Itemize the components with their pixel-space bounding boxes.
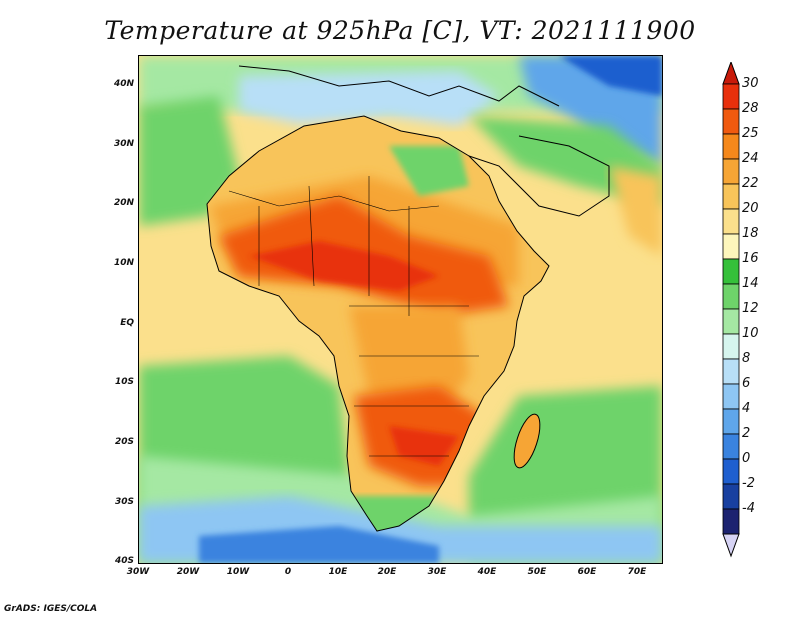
- colorbar-label: 12: [742, 301, 759, 316]
- lat-label-20s: 20S: [114, 437, 134, 447]
- lon-label-30w: 30W: [126, 567, 150, 577]
- colorbar-label: 25: [742, 126, 759, 141]
- colorbar-label: 20: [742, 201, 759, 216]
- colorbar-top-arrow: [722, 62, 740, 85]
- colorbar-box: [722, 458, 740, 485]
- colorbar-box: [722, 183, 740, 210]
- colorbar-box: [722, 258, 740, 285]
- lat-label-20n: 20N: [113, 198, 134, 208]
- colorbar-box: [722, 408, 740, 435]
- mediterranean-cool: [239, 71, 499, 126]
- colorbar-box: [722, 358, 740, 385]
- atlantic-north-green: [139, 96, 239, 226]
- colorbar-box: [722, 483, 740, 510]
- lon-label-20e: 20E: [377, 567, 397, 577]
- colorbar-label: 16: [742, 251, 759, 266]
- colorbar-label: 24: [742, 151, 759, 166]
- colorbar-box: [722, 508, 740, 535]
- lon-label-70e: 70E: [627, 567, 647, 577]
- lon-label-30e: 30E: [427, 567, 447, 577]
- lat-label-10n: 10N: [113, 258, 134, 268]
- country-borders: [228, 176, 479, 457]
- india-warm: [609, 166, 662, 256]
- map-title: Temperature at 925hPa [C], VT: 202111190…: [104, 16, 696, 45]
- colorbar-label: 2: [742, 426, 751, 441]
- lon-label-50e: 50E: [527, 567, 547, 577]
- madagascar: [513, 413, 541, 469]
- arabia-green: [469, 116, 662, 206]
- lat-label-10s: 10S: [114, 377, 134, 387]
- colorbar-label: 28: [742, 101, 759, 116]
- colorbar-label: 6: [742, 376, 751, 391]
- colorbar-box: [722, 383, 740, 410]
- colorbar-label: 8: [742, 351, 751, 366]
- colorbar-label: 14: [742, 276, 759, 291]
- south-cold-core: [199, 526, 439, 563]
- credit-text: GrADS: IGES/COLA: [4, 604, 98, 614]
- lat-label-40s: 40S: [114, 556, 134, 566]
- colorbar-label: 22: [742, 176, 759, 191]
- arabia-coastline: [468, 135, 610, 217]
- africa-coastline: [206, 115, 550, 532]
- colorbar: [722, 62, 740, 558]
- colorbar-box: [722, 133, 740, 160]
- colorbar-box: [722, 83, 740, 110]
- colorbar-label: 10: [742, 326, 759, 341]
- lon-label-10e: 10E: [328, 567, 348, 577]
- lat-label-40n: 40N: [113, 79, 134, 89]
- europe-coastline: [238, 65, 560, 107]
- colorbar-box: [722, 308, 740, 335]
- map-frame: [138, 55, 663, 564]
- lon-label-10w: 10W: [226, 567, 250, 577]
- colorbar-box: [722, 108, 740, 135]
- colorbar-bottom-arrow: [722, 533, 740, 558]
- colorbar-box: [722, 233, 740, 260]
- sahel-core: [249, 241, 439, 291]
- colorbar-box: [722, 433, 740, 460]
- lat-label-eq: EQ: [120, 318, 134, 328]
- lon-label-40e: 40E: [477, 567, 497, 577]
- lat-label-30s: 30S: [114, 497, 134, 507]
- colorbar-box: [722, 158, 740, 185]
- highland-green: [389, 146, 469, 196]
- lon-label-60e: 60E: [577, 567, 597, 577]
- lat-label-30n: 30N: [113, 139, 134, 149]
- colorbar-label: 4: [742, 401, 751, 416]
- north-cold-core: [559, 56, 662, 96]
- temperature-map: [139, 56, 662, 563]
- lon-label-0: 0: [284, 567, 292, 577]
- colorbar-box: [722, 333, 740, 360]
- colorbar-label: 0: [742, 451, 751, 466]
- colorbar-label: -4: [742, 501, 755, 516]
- colorbar-box: [722, 208, 740, 235]
- colorbar-label: -2: [742, 476, 755, 491]
- colorbar-box: [722, 283, 740, 310]
- colorbar-label: 18: [742, 226, 759, 241]
- lon-label-20w: 20W: [176, 567, 200, 577]
- colorbar-label: 30: [742, 76, 759, 91]
